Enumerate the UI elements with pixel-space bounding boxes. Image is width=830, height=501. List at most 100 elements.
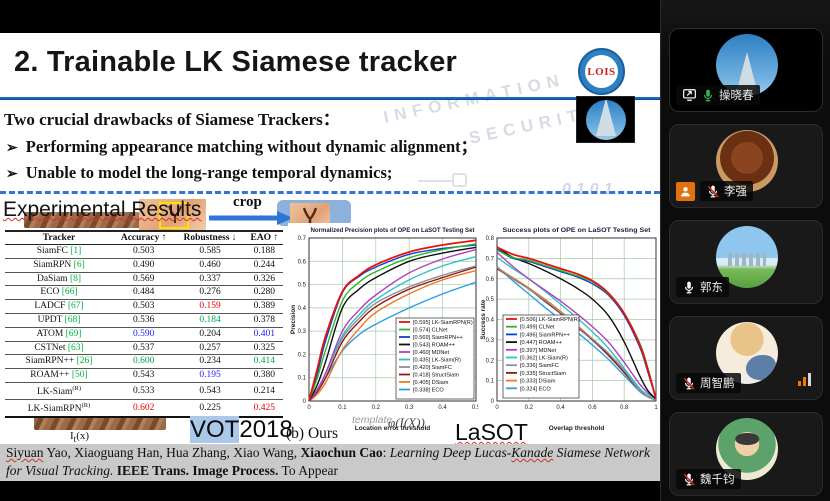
svg-text:[0.595] LK-SiamRPN(R): [0.595] LK-SiamRPN(R) (413, 320, 473, 326)
svg-text:[0.543] ROAM++: [0.543] ROAM++ (413, 343, 455, 349)
svg-text:0.2: 0.2 (298, 352, 307, 358)
participant-name: 周智鹏 (700, 378, 735, 390)
svg-text:1: 1 (654, 405, 658, 411)
column-header: Accuracy ↑ (113, 230, 175, 245)
svg-text:0.1: 0.1 (486, 379, 495, 385)
lois-logo: LOIS (578, 48, 625, 95)
shared-screen: INFORMATION SECURITY 0101 2. Trainable L… (0, 0, 660, 501)
table-row: ATOM [69] 0.590 0.204 0.401 (5, 327, 283, 342)
participant-name: 李强 (724, 186, 747, 198)
table-row: SiamFC [1] 0.503 0.585 0.188 (5, 244, 283, 259)
lois-logo-text: LOIS (585, 55, 618, 88)
svg-text:[0.418] StructSiam: [0.418] StructSiam (413, 373, 459, 379)
svg-text:Success plots of OPE on LaSOT: Success plots of OPE on LaSOT Testing Se… (503, 227, 652, 234)
template-image-strip (24, 212, 140, 228)
participant-namebar: 周智鹏 (676, 373, 741, 393)
phi-formula-label: φ(I(X)) (388, 415, 425, 430)
svg-text:[0.496] SiamRPN++: [0.496] SiamRPN++ (520, 332, 570, 338)
vot-highlight: VOT (190, 416, 240, 443)
watermark-key-box (452, 173, 467, 187)
search-region-image (139, 199, 206, 232)
svg-text:[0.506] LK-SiamRPN(R): [0.506] LK-SiamRPN(R) (520, 317, 580, 323)
svg-text:[0.499] CLNet: [0.499] CLNet (520, 325, 555, 331)
svg-text:[0.574] CLNet: [0.574] CLNet (413, 328, 448, 334)
svg-text:0.6: 0.6 (298, 259, 307, 265)
svg-text:[0.397] MDNet: [0.397] MDNet (520, 348, 557, 354)
crop-box-outline (159, 202, 189, 229)
table-header-row: Tracker Accuracy ↑ Robustness ↓ EAO ↑ (5, 230, 283, 245)
faint-template-label: template (352, 414, 393, 426)
wishbone-shape (168, 205, 182, 223)
participant-namebar: 李强 (676, 181, 753, 201)
column-header: Tracker (5, 230, 113, 245)
participant-tile[interactable]: 魏千钧 (669, 412, 823, 496)
bullet-item: ➢ Unable to model the long-range temporal… (6, 163, 393, 182)
svg-text:[0.435] LK-Siam(R): [0.435] LK-Siam(R) (413, 358, 461, 364)
svg-text:[0.324] ECO: [0.324] ECO (520, 386, 551, 392)
section-heading: Experimental Results (3, 198, 202, 221)
success-plot: 0 0.2 0.4 0.6 0.8 1 0.1 0.2 0.3 0.4 0.5 0.6 0.7 0.8 0 S… (478, 223, 660, 435)
citation-text: Learning Deep Lucas- (389, 445, 512, 460)
svg-text:0: 0 (307, 405, 311, 411)
column-header: EAO ↑ (245, 230, 283, 245)
svg-text:[0.460] MDNet: [0.460] MDNet (413, 350, 450, 356)
svg-text:0.3: 0.3 (405, 405, 414, 411)
svg-text:0.4: 0.4 (438, 405, 447, 411)
table-row: SiamRPN [6] 0.490 0.460 0.244 (5, 258, 283, 273)
lasot-label: LaSOT (455, 419, 528, 444)
svg-text:0: 0 (491, 399, 495, 405)
svg-text:0.5: 0.5 (472, 405, 480, 411)
citation-text: Siyuan (6, 445, 44, 460)
watermark-key-line (418, 180, 452, 182)
participant-namebar: 操晓春 (676, 85, 760, 105)
slide-intro-text: Two crucial drawbacks of Siamese Tracker… (4, 110, 340, 129)
svg-text:[0.405] DSiam: [0.405] DSiam (413, 380, 449, 386)
svg-text:Location error threshold: Location error threshold (355, 425, 431, 432)
column-header: Robustness ↓ (174, 230, 246, 245)
svg-text:0.2: 0.2 (486, 358, 495, 364)
participant-tile[interactable]: 周智鹏 (669, 316, 823, 400)
participant-tile[interactable]: 郭东 (669, 220, 823, 304)
citation-bar: Siyuan Yao, Xiaoguang Han, Hua Zhang, Xi… (0, 444, 660, 481)
table-row: LK-Siam(R) 0.533 0.543 0.214 (5, 382, 283, 400)
network-signal-icon (797, 372, 813, 391)
mic-muted-icon (706, 184, 720, 199)
bullet-item: ➢ Performing appearance matching without … (6, 137, 478, 156)
vot2018-label: VOT2018 (190, 416, 293, 443)
chart-canvas: 0 0.2 0.4 0.6 0.8 1 0.1 0.2 0.3 0.4 0.5 0.6 0.7 0.8 0 S… (480, 227, 658, 432)
svg-text:[0.335] StructSiam: [0.335] StructSiam (520, 371, 566, 377)
citation-text: : (382, 445, 390, 460)
participant-name: 郭东 (700, 282, 723, 294)
participant-namebar: 魏千钧 (676, 469, 741, 489)
svg-text:0.8: 0.8 (486, 236, 495, 242)
citation-text: Yao, Xiaoguang Han, Hua Zhang, Xiao Wang… (43, 445, 301, 460)
svg-text:0.4: 0.4 (298, 306, 307, 312)
svg-text:0.4: 0.4 (556, 405, 565, 411)
svg-text:0.5: 0.5 (298, 283, 307, 289)
participant-namebar: 郭东 (676, 277, 729, 297)
svg-text:[0.333] DSiam: [0.333] DSiam (520, 379, 556, 385)
svg-text:0: 0 (495, 405, 499, 411)
table-row: SiamRPN++ [26] 0.600 0.234 0.414 (5, 354, 283, 370)
participant-tile[interactable]: 操晓春 (669, 28, 823, 112)
table-row: DaSiam [8] 0.569 0.337 0.326 (5, 272, 283, 287)
svg-text:0.1: 0.1 (298, 376, 307, 382)
participant-tile[interactable]: 李强 (669, 124, 823, 208)
svg-text:0.7: 0.7 (298, 236, 307, 242)
screen-share-icon (682, 88, 697, 102)
table-row: LK-SiamRPN(R) 0.602 0.225 0.425 (5, 399, 283, 418)
precision-plot: 0 0.1 0.2 0.3 0.4 0.5 0.1 0.2 0.3 0.4 0.5 0.6 0.7 0 No… (288, 223, 481, 435)
citation-text: Kanade (511, 445, 554, 460)
svg-text:0.6: 0.6 (486, 277, 495, 283)
table-row: LADCF [67] 0.503 0.159 0.389 (5, 299, 283, 314)
svg-text:[0.362] LK-Siam(R): [0.362] LK-Siam(R) (520, 356, 568, 362)
title-divider (0, 97, 660, 100)
citation-text: Siamese Network for Visual Tracking. (6, 445, 651, 478)
svg-text:0.3: 0.3 (486, 338, 495, 344)
citation-text: IEEE Trans. Image Process. (116, 463, 279, 478)
svg-text:Normalized Precision plots of: Normalized Precision plots of OPE on LaS… (311, 227, 476, 234)
participant-name: 魏千钧 (700, 474, 735, 486)
arrow-bullet-icon: ➢ (6, 141, 18, 156)
crop-label: crop (233, 194, 262, 210)
